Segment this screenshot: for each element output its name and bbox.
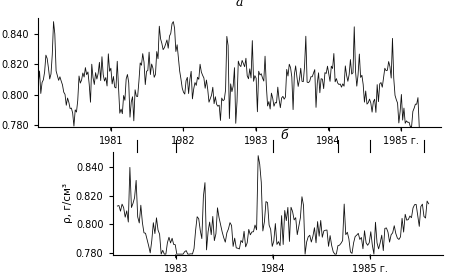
- Text: а: а: [236, 0, 243, 9]
- Y-axis label: ρ, г/см³: ρ, г/см³: [63, 184, 73, 223]
- Text: б: б: [281, 129, 288, 142]
